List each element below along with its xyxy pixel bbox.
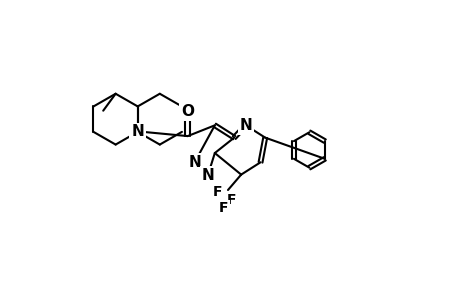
- Text: F: F: [213, 184, 222, 199]
- Text: N: N: [131, 124, 144, 140]
- Text: N: N: [239, 118, 252, 133]
- Text: F: F: [226, 193, 235, 207]
- Text: O: O: [181, 104, 194, 119]
- Text: N: N: [201, 168, 214, 183]
- Text: F: F: [218, 202, 228, 215]
- Text: N: N: [188, 155, 201, 170]
